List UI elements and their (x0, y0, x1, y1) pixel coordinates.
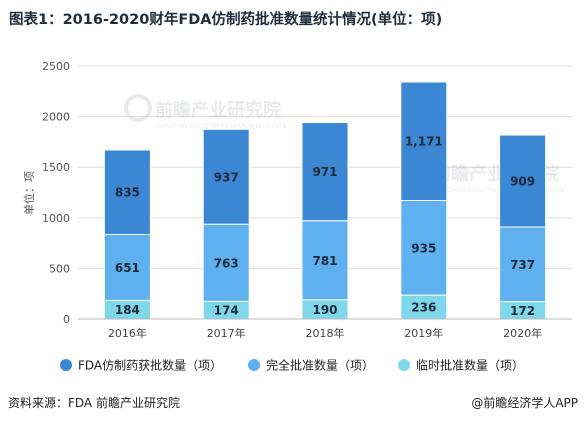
bar-segment (400, 81, 448, 201)
legend: FDA仿制药获批数量（项） 完全批准数量（项） 临时批准数量（项） (60, 358, 524, 373)
data-label: 835 (115, 186, 140, 200)
legend-label: 完全批准数量（项） (266, 358, 374, 373)
bar-segment (202, 128, 250, 225)
legend-marker (60, 359, 72, 371)
bar-segment (499, 226, 547, 303)
x-tick-label: 2016年 (108, 326, 147, 340)
data-label: 737 (510, 258, 535, 272)
data-label: 909 (510, 175, 535, 189)
y-axis-label: 单位：项 (22, 171, 36, 215)
bars-layer (103, 81, 547, 320)
y-tick-label: 0 (63, 313, 70, 326)
data-label: 935 (411, 241, 436, 255)
data-label: 781 (312, 254, 337, 268)
legend-marker (248, 359, 260, 371)
data-label: 172 (510, 304, 535, 318)
y-tick-label: 1000 (42, 212, 70, 225)
bar-segment (499, 134, 547, 228)
data-label: 174 (214, 304, 239, 318)
bar-segment (301, 121, 349, 222)
x-tick-label: 2019年 (404, 326, 443, 340)
y-tick-label: 1500 (42, 161, 70, 174)
x-tick-label: 2017年 (207, 326, 246, 340)
x-tick-label: 2018年 (306, 326, 345, 340)
data-label: 763 (214, 256, 239, 270)
watermark-subtext: QIANZHAN INDUSTRY RESEARCH INSTITUTE (155, 123, 287, 130)
data-label: 236 (411, 301, 436, 315)
labels-layer: 184 651 835 174 763 937 190 781 971 236 935 1,171 17… (115, 135, 535, 318)
data-label: 1,171 (405, 135, 443, 149)
legend-marker (398, 359, 410, 371)
watermark-subtext-2: QIANZHAN INDUSTRY RESEARCH INSTITUTE (433, 187, 565, 194)
legend-label: FDA仿制药获批数量（项） (78, 358, 222, 373)
chart-title: 图表1：2016-2020财年FDA仿制药批准数量统计情况(单位：项) (9, 12, 443, 28)
data-label: 190 (312, 303, 337, 317)
watermark-text: 前瞻产业研究院 (155, 99, 281, 121)
x-tick-label: 2020年 (503, 326, 542, 340)
credit-note: @前瞻经济学人APP (471, 396, 578, 410)
data-label: 937 (214, 170, 239, 184)
axis-layer: 0 500 1000 1500 2000 2500 2016年 2017年 2018年 2019年… (42, 60, 572, 340)
bar-segment (103, 149, 151, 235)
y-tick-label: 500 (49, 262, 70, 275)
legend-label: 临时批准数量（项） (416, 358, 524, 373)
bar-segment (202, 223, 250, 302)
bar-segment (301, 220, 349, 301)
data-label: 184 (115, 303, 140, 317)
y-tick-label: 2000 (42, 111, 70, 124)
bar-segment (400, 199, 448, 296)
watermark-logo-icon (124, 94, 152, 122)
data-label: 971 (312, 165, 337, 179)
data-label: 651 (115, 261, 140, 275)
source-note: 资料来源：FDA 前瞻产业研究院 (8, 396, 180, 410)
y-tick-label: 2500 (42, 60, 70, 73)
